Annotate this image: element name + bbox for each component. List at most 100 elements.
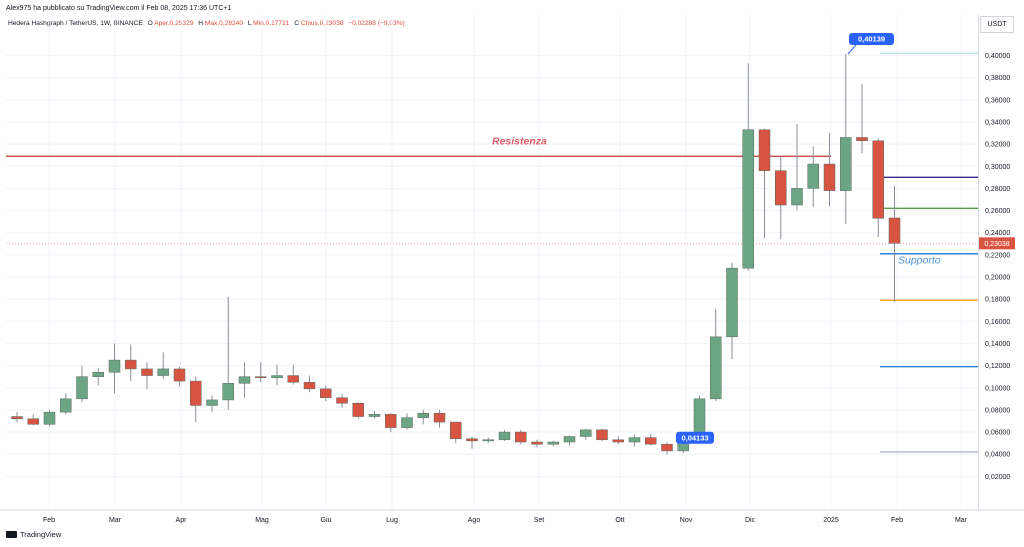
- high-label: H: [198, 20, 204, 27]
- y-tick-label: 0,36000: [985, 97, 1010, 104]
- current-price-tag: 0,23038: [984, 241, 1009, 248]
- low-value: Min.0,17721: [253, 20, 290, 27]
- candle-body: [775, 170, 787, 206]
- candle-body: [27, 418, 39, 425]
- candle-body: [222, 383, 234, 401]
- x-tick-label: 2025: [823, 517, 839, 524]
- change-value: −0,02288 (−9,03%): [348, 20, 405, 27]
- resistance-label: Resistenza: [492, 135, 547, 147]
- close-value: Chius.0,23038: [300, 20, 344, 27]
- y-tick-label: 0,34000: [985, 119, 1010, 126]
- candle-body: [368, 414, 381, 417]
- y-tick-label: 0,26000: [985, 208, 1010, 215]
- candle-body: [661, 443, 673, 452]
- y-tick-label: 0,22000: [985, 252, 1010, 259]
- y-tick-label: 0,24000: [985, 230, 1010, 237]
- close-label: C: [294, 20, 300, 27]
- y-tick-label: 0,14000: [985, 341, 1010, 348]
- high-price-label-bg: [849, 32, 894, 45]
- candle-body: [190, 380, 202, 406]
- candle-body: [173, 368, 186, 382]
- candle-body: [726, 267, 738, 338]
- x-tick-label: Lug: [386, 517, 398, 524]
- y-tick-label: 0,08000: [985, 407, 1010, 414]
- candle-body: [450, 421, 462, 439]
- x-tick-label: Feb: [43, 517, 55, 524]
- candle-body: [157, 368, 169, 376]
- candle-body: [60, 398, 72, 413]
- support-label: Supporto: [898, 255, 941, 267]
- open-label: O: [147, 20, 153, 27]
- candle-body: [385, 414, 397, 428]
- candle-body: [271, 375, 283, 379]
- candle-body: [563, 436, 576, 443]
- x-tick-label: Dic: [745, 517, 756, 524]
- candle-body: [840, 137, 852, 191]
- candle-body: [628, 437, 641, 443]
- symbol-ohlc-legend: Hedera Hashgraph / TetherUS, 1W, BINANCE…: [8, 20, 405, 27]
- x-tick-label: Apr: [176, 517, 188, 524]
- candle-body: [336, 397, 348, 404]
- candle-body: [417, 412, 429, 418]
- candle-body: [466, 438, 478, 442]
- candle-body: [401, 417, 413, 428]
- y-tick-label: 0,28000: [985, 186, 1010, 193]
- candle-body: [693, 398, 706, 438]
- candle-body: [303, 381, 316, 390]
- x-tick-label: Giu: [321, 517, 332, 524]
- candle-body: [108, 359, 121, 373]
- candle-body: [823, 163, 836, 191]
- y-tick-label: 0,18000: [985, 297, 1010, 304]
- candle-body: [11, 416, 23, 420]
- candle-body: [238, 376, 251, 384]
- price-scale-panel[interactable]: [978, 15, 1024, 510]
- candle-body: [76, 376, 88, 400]
- x-tick-label: Mar: [955, 517, 968, 524]
- y-tick-label: 0,12000: [985, 363, 1010, 370]
- candle-body: [758, 129, 771, 171]
- candle-body: [320, 388, 332, 398]
- candle-body: [482, 439, 494, 442]
- current-price-tag-bg: [979, 237, 1015, 250]
- candle-body: [596, 429, 608, 441]
- low-price-label-bg: [676, 431, 714, 444]
- candle-body: [791, 188, 803, 206]
- y-tick-label: 0,20000: [985, 275, 1010, 282]
- candle-body: [498, 431, 511, 441]
- candle-body: [742, 129, 754, 269]
- y-tick-label: 0,06000: [985, 430, 1010, 437]
- y-tick-label: 0,10000: [985, 385, 1010, 392]
- currency-label[interactable]: USDT: [980, 16, 1014, 33]
- y-tick-label: 0,04000: [985, 452, 1010, 459]
- x-tick-label: Ago: [468, 517, 481, 524]
- high-label-pointer: [847, 44, 857, 55]
- published-by-text: Alex975 ha pubblicato su TradingView.com…: [6, 5, 232, 12]
- candle-body: [287, 375, 299, 383]
- low-price-label: 0,04133: [681, 434, 708, 443]
- candle-body: [547, 441, 559, 445]
- x-tick-label: Mar: [109, 517, 122, 524]
- candle-body: [645, 437, 657, 445]
- x-tick-label: Ott: [615, 517, 624, 524]
- tradingview-brand-text: TradingView: [20, 530, 62, 539]
- tradingview-logo-icon: [6, 531, 17, 538]
- symbol-name[interactable]: Hedera Hashgraph / TetherUS, 1W, BINANCE: [8, 20, 143, 27]
- tradingview-logo[interactable]: TradingView: [6, 530, 61, 539]
- x-tick-label: Feb: [891, 517, 903, 524]
- candle-body: [125, 359, 137, 370]
- x-tick-label: Set: [534, 517, 545, 524]
- candle-body: [612, 439, 624, 443]
- candle-body: [580, 429, 592, 437]
- candle-body: [92, 371, 104, 377]
- y-tick-label: 0,02000: [985, 474, 1010, 481]
- y-tick-label: 0,38000: [985, 75, 1010, 82]
- candle-body: [872, 140, 884, 219]
- high-value: Max.0,28240: [204, 20, 244, 27]
- candle-body: [141, 368, 153, 376]
- candle-body: [515, 431, 527, 443]
- candle-body: [531, 441, 543, 445]
- candle-body: [710, 336, 722, 400]
- candle-body: [856, 137, 868, 142]
- y-tick-label: 0,16000: [985, 319, 1010, 326]
